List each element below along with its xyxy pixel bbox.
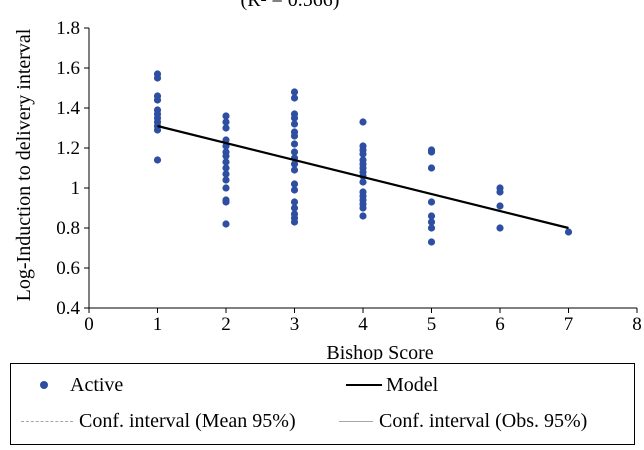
data-point	[564, 228, 573, 236]
y-tick-label: 0.6	[56, 258, 80, 279]
data-point	[359, 204, 367, 212]
data-point	[290, 88, 299, 96]
data-point	[427, 164, 436, 172]
data-point	[290, 140, 299, 148]
legend-label-model: Model	[386, 373, 439, 396]
data-point	[290, 148, 299, 156]
x-tick-label: 3	[290, 314, 300, 335]
data-point	[290, 132, 299, 140]
data-point	[427, 224, 436, 232]
data-point	[222, 152, 230, 160]
data-point	[427, 238, 436, 246]
data-point	[290, 94, 299, 102]
data-point	[222, 184, 230, 192]
data-point	[290, 204, 299, 212]
data-point	[290, 186, 299, 194]
scatter-chart: (R² = 0.566) 0.4 0.6 0.8 1 1.2 1.4 1.6 1.8 0 1 2 3…	[13, 0, 642, 360]
data-point	[222, 124, 230, 132]
data-point	[496, 188, 504, 196]
x-tick-label: 0	[84, 314, 94, 335]
data-point	[359, 150, 367, 158]
y-tick-label: 1.4	[56, 98, 80, 119]
data-point	[496, 202, 504, 210]
legend-label-active: Active	[70, 373, 124, 396]
data-point	[290, 198, 299, 206]
x-axis-title: Bishop Score	[326, 342, 433, 360]
y-tick-label: 0.8	[56, 218, 80, 239]
legend-dashed-line-symbol	[21, 420, 73, 422]
y-tick-label: 1	[71, 178, 81, 199]
legend-label-mean-ci: Conf. interval (Mean 95%)	[79, 409, 296, 432]
scatter-points	[153, 70, 573, 246]
y-tick-label: 1.2	[56, 138, 80, 159]
data-point	[153, 96, 162, 104]
x-tick-labels: 0 1 2 3 4 5 6 7 8	[84, 314, 642, 335]
data-point	[359, 118, 367, 126]
data-point	[290, 180, 299, 188]
data-point	[427, 212, 436, 220]
y-tick-label: 1.8	[56, 18, 80, 39]
data-point	[222, 112, 230, 120]
model-lines	[157, 124, 569, 230]
data-point	[222, 176, 230, 184]
legend-row-2: Conf. interval (Mean 95%) Conf. interval…	[11, 404, 634, 438]
x-tick-label: 2	[221, 314, 231, 335]
data-point	[359, 212, 367, 220]
data-point	[222, 198, 230, 206]
legend-label-obs-ci: Conf. interval (Obs. 95%)	[379, 409, 588, 432]
data-point	[359, 178, 367, 186]
legend-item-model: Model	[346, 368, 438, 402]
model-line	[157, 124, 569, 230]
data-point	[153, 156, 162, 164]
axes	[84, 27, 638, 313]
legend: Active Model Conf. interval (Mean 95%) C…	[10, 363, 635, 445]
data-point	[222, 118, 230, 126]
legend-item-mean-ci: Conf. interval (Mean 95%)	[21, 404, 296, 438]
data-point	[427, 218, 436, 226]
data-point	[222, 158, 230, 166]
x-tick-label: 6	[495, 314, 505, 335]
data-point	[290, 114, 299, 122]
data-point	[153, 74, 162, 82]
y-axis-title: Log-Induction to delivery interval	[13, 28, 35, 301]
data-point	[427, 148, 436, 156]
legend-row-1: Active Model	[11, 368, 634, 402]
legend-solid-line-symbol	[339, 420, 373, 422]
data-point	[290, 160, 299, 168]
data-point	[222, 170, 230, 178]
data-point	[290, 120, 299, 128]
x-tick-label: 8	[632, 314, 642, 335]
y-tick-labels: 0.4 0.6 0.8 1 1.2 1.4 1.6 1.8	[56, 18, 80, 319]
data-point	[427, 198, 436, 206]
y-tick-label: 0.4	[56, 298, 80, 319]
x-tick-label: 7	[564, 314, 574, 335]
data-point	[290, 218, 299, 226]
data-point	[496, 224, 504, 232]
x-tick-label: 5	[427, 314, 437, 335]
legend-dot-symbol	[40, 381, 48, 389]
legend-item-active: Active	[27, 368, 123, 402]
data-point	[153, 126, 162, 134]
y-tick-label: 1.6	[56, 58, 80, 79]
x-tick-label: 1	[153, 314, 163, 335]
data-point	[222, 220, 230, 228]
data-point	[222, 164, 230, 172]
chart-title: (R² = 0.566)	[241, 0, 340, 11]
x-tick-label: 4	[358, 314, 368, 335]
data-point	[290, 166, 299, 174]
legend-item-obs-ci: Conf. interval (Obs. 95%)	[339, 404, 587, 438]
legend-line-symbol	[346, 384, 382, 386]
